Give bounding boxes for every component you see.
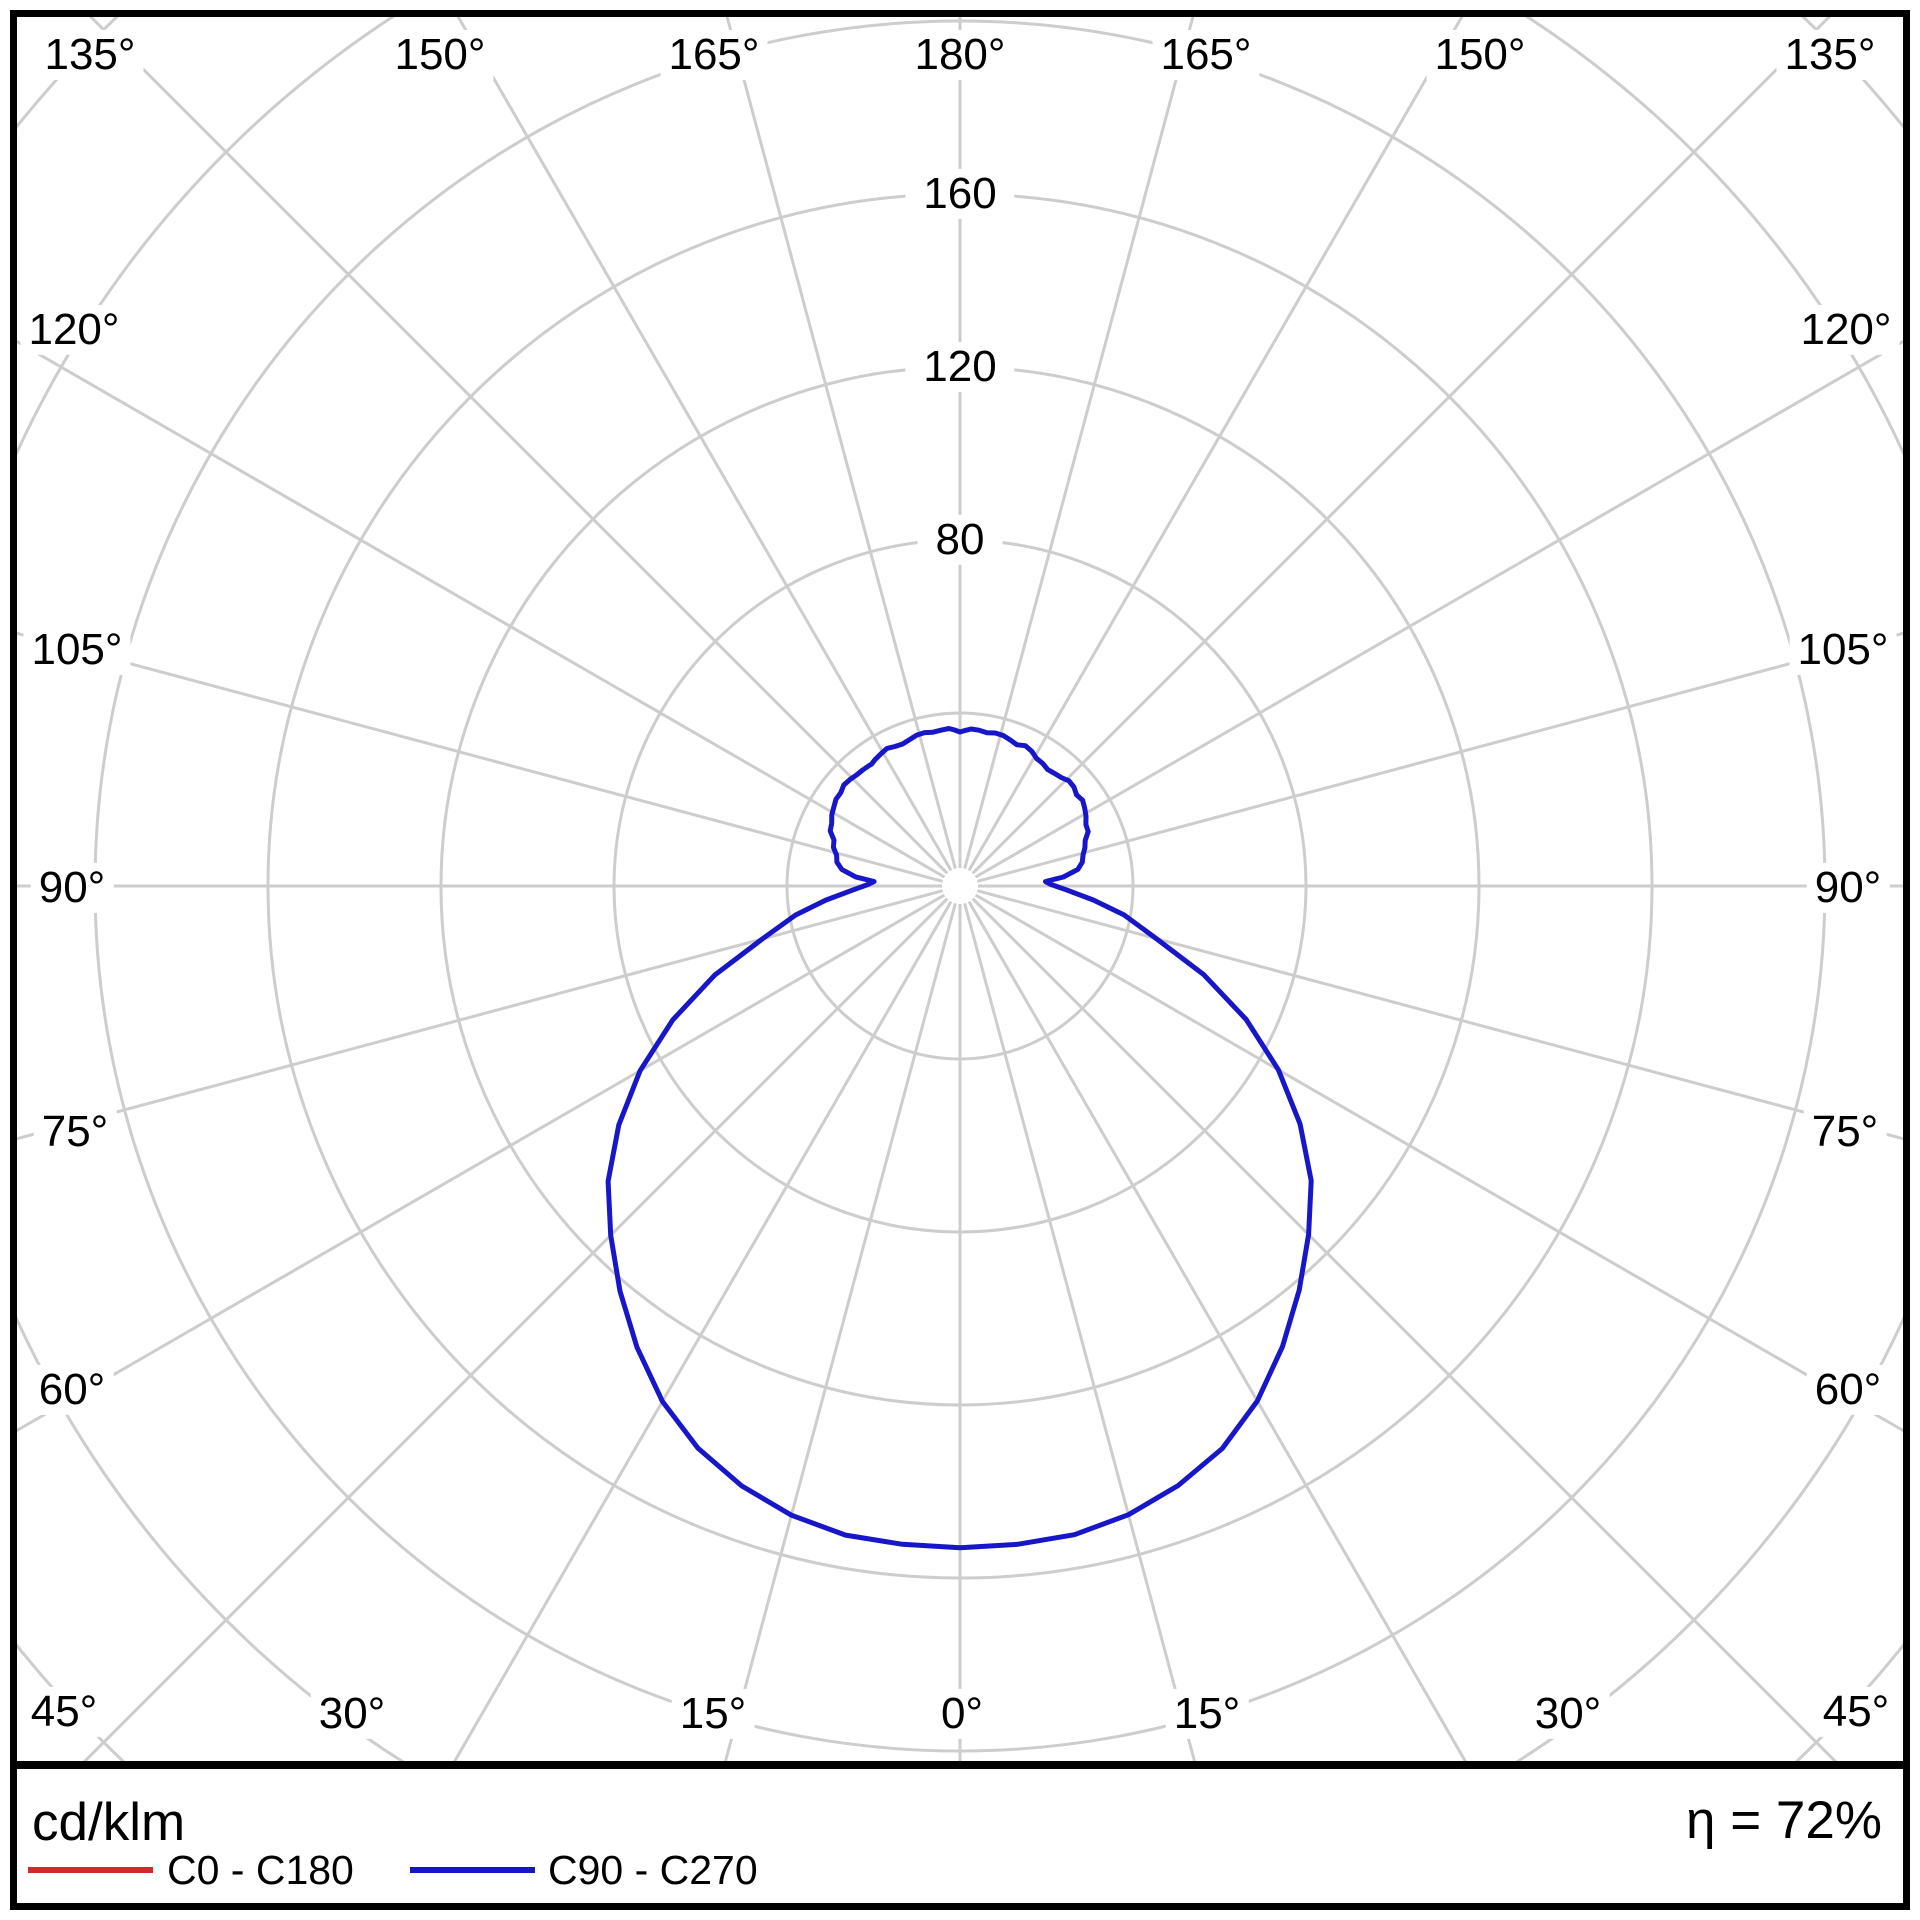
c0-c180-line-swatch bbox=[28, 1867, 153, 1873]
c90-c270-line-swatch bbox=[410, 1867, 535, 1873]
curve-C90-C270 bbox=[605, 726, 1314, 1551]
c90-c270-legend-label: C90 - C270 bbox=[548, 1847, 758, 1893]
efficiency-label: η = 72% bbox=[1686, 1791, 1882, 1850]
units-label: cd/klm bbox=[32, 1793, 186, 1852]
c0-c180-legend-label: C0 - C180 bbox=[167, 1847, 354, 1893]
